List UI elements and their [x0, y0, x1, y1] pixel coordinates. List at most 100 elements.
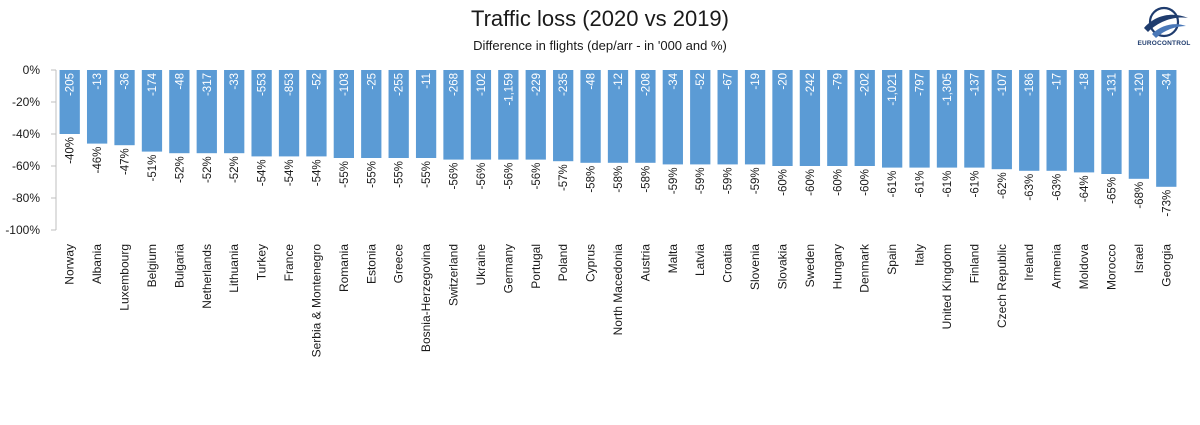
flight-count-label: -11: [421, 73, 433, 89]
percent-label: -63%: [1052, 174, 1064, 201]
flight-count-label: -202: [860, 73, 872, 96]
flight-count-label: -52: [311, 73, 323, 90]
bar: [799, 70, 821, 166]
bar: [1156, 70, 1177, 187]
flight-count-label: -205: [65, 73, 77, 96]
category-label: Netherlands: [200, 244, 214, 309]
flight-count-label: -208: [640, 73, 652, 96]
flight-count-label: -255: [394, 73, 406, 96]
percent-label: -55%: [366, 161, 378, 188]
bar: [498, 70, 519, 160]
flight-count-label: -242: [805, 73, 817, 96]
category-label: Cyprus: [584, 244, 598, 282]
percent-label: -61%: [887, 171, 899, 198]
bar: [964, 70, 985, 168]
flight-count-label: -137: [969, 73, 981, 96]
bar: [909, 70, 930, 168]
percent-label: -58%: [640, 166, 652, 193]
flight-count-label: -18: [1079, 73, 1091, 90]
category-label: Denmark: [858, 243, 872, 293]
flight-count-label: -1,021: [887, 73, 899, 106]
percent-label: -57%: [558, 164, 570, 191]
eurocontrol-logo-icon: [1144, 6, 1188, 38]
category-label: Slovenia: [748, 244, 762, 290]
bar: [251, 70, 272, 157]
category-label: Hungary: [830, 244, 844, 289]
flight-count-label: -131: [1106, 73, 1118, 96]
flight-count-label: -1,305: [942, 73, 954, 106]
category-label: Slovakia: [775, 244, 789, 290]
bar: [114, 70, 135, 146]
category-label: Israel: [1132, 244, 1146, 273]
flight-count-label: -67: [723, 73, 735, 90]
flight-count-label: -797: [915, 73, 927, 96]
chart-subtitle: Difference in flights (dep/arr - in '000…: [473, 38, 727, 53]
flight-count-label: -107: [997, 73, 1009, 96]
bar: [388, 70, 409, 158]
flight-count-label: -79: [832, 73, 844, 90]
category-label: Albania: [90, 244, 104, 284]
percent-label: -63%: [1024, 174, 1036, 201]
bar: [196, 70, 217, 154]
bar: [278, 70, 300, 157]
percent-label: -61%: [915, 171, 927, 198]
flight-count-label: -52: [695, 73, 707, 90]
percent-label: -52%: [229, 156, 241, 183]
flight-count-label: -229: [531, 73, 543, 96]
percent-label: -64%: [1079, 175, 1091, 202]
bar: [662, 70, 683, 165]
bar: [1101, 70, 1122, 174]
bar: [717, 70, 738, 165]
flight-count-label: -48: [174, 73, 186, 90]
bar: [690, 70, 711, 165]
flight-count-label: -120: [1134, 73, 1146, 96]
bar: [361, 70, 382, 158]
percent-label: -47%: [120, 148, 132, 175]
category-label: Armenia: [1050, 244, 1064, 289]
percent-label: -55%: [394, 161, 406, 188]
category-label: Bulgaria: [172, 244, 186, 288]
flight-count-label: -235: [558, 73, 570, 96]
category-label: Portugal: [529, 244, 543, 289]
category-label: Croatia: [721, 244, 735, 283]
flight-count-label: -48: [586, 73, 598, 90]
bar: [607, 70, 629, 163]
percent-label: -56%: [476, 163, 488, 190]
percent-label: -58%: [613, 166, 625, 193]
flight-count-label: -33: [229, 73, 241, 90]
category-label: Ukraine: [474, 244, 488, 286]
flight-count-label: -36: [120, 73, 132, 90]
percent-label: -58%: [586, 166, 598, 193]
bar: [553, 70, 574, 162]
y-tick-label: -60%: [12, 159, 40, 173]
y-tick-label: 0%: [23, 63, 41, 77]
category-label: Spain: [885, 244, 899, 275]
percent-label: -60%: [832, 169, 844, 196]
percent-label: -52%: [202, 156, 214, 183]
flight-count-label: -103: [339, 73, 351, 96]
percent-label: -59%: [668, 167, 680, 194]
percent-label: -61%: [969, 171, 981, 198]
bar: [86, 70, 108, 144]
category-label: Belgium: [145, 244, 159, 287]
percent-label: -60%: [805, 169, 817, 196]
category-label: Romania: [337, 244, 351, 292]
percent-label: -65%: [1106, 177, 1118, 204]
category-label: Malta: [666, 244, 680, 274]
category-label: Estonia: [364, 244, 378, 284]
bars-group: -205 -40% -13 -46% -36 -47% -174 -51% -48 -52% -31…: [59, 70, 1177, 217]
category-label: Poland: [556, 244, 570, 281]
bar: [224, 70, 245, 154]
y-tick-label: -100%: [5, 223, 40, 237]
category-label: Switzerland: [447, 244, 461, 306]
category-label: Turkey: [255, 244, 269, 280]
percent-label: -56%: [531, 163, 543, 190]
percent-label: -54%: [284, 159, 296, 186]
y-tick-label: -40%: [12, 127, 40, 141]
flight-count-label: -1,159: [503, 73, 515, 106]
flight-count-label: -13: [92, 73, 104, 90]
category-label: Serbia & Montenegro: [309, 244, 323, 358]
bar: [1046, 70, 1067, 171]
category-label: France: [282, 244, 296, 282]
percent-label: -62%: [997, 172, 1009, 199]
